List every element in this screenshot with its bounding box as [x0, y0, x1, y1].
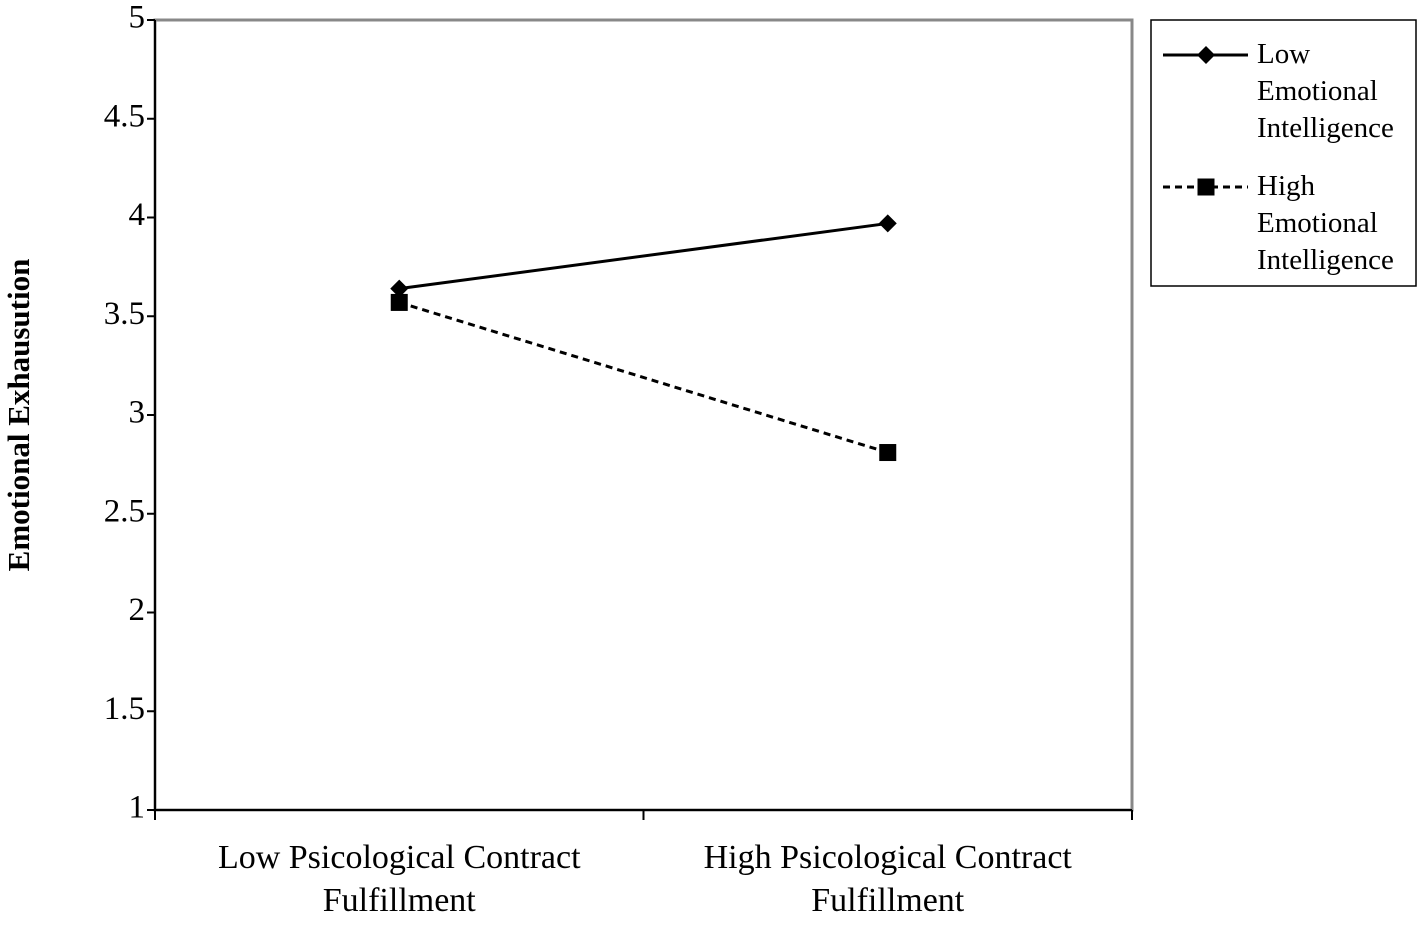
marker: [390, 293, 408, 311]
marker: [878, 214, 897, 233]
y-tick-label: 4.5: [104, 98, 145, 134]
marker: [879, 444, 897, 462]
legend-box: [1150, 19, 1417, 287]
x-tick-label: High Psicological Contract Fulfillment: [703, 839, 1072, 919]
y-tick-label: 2.5: [104, 493, 145, 529]
y-tick-label: 2: [129, 592, 146, 628]
y-tick-label: 3: [129, 395, 146, 431]
y-tick-label: 1: [129, 790, 146, 826]
legend-label: High Emotional Intelligence: [1257, 170, 1394, 276]
series-line: [398, 300, 889, 454]
y-axis-label: Emotional Exhausution: [1, 259, 36, 572]
x-tick-label: Low Psicological Contract Fulfillment: [217, 839, 581, 919]
marker: [1197, 46, 1215, 64]
series-line: [399, 221, 888, 291]
y-tick-label: 1.5: [104, 691, 145, 727]
plot-border: [153, 18, 1134, 812]
y-tick-label: 4: [129, 197, 146, 233]
y-tick-label: 3.5: [104, 296, 145, 332]
marker: [1197, 178, 1215, 196]
marker: [390, 279, 409, 298]
legend-label: Low Emotional Intelligence: [1257, 38, 1394, 144]
y-tick-label: 5: [129, 0, 146, 36]
